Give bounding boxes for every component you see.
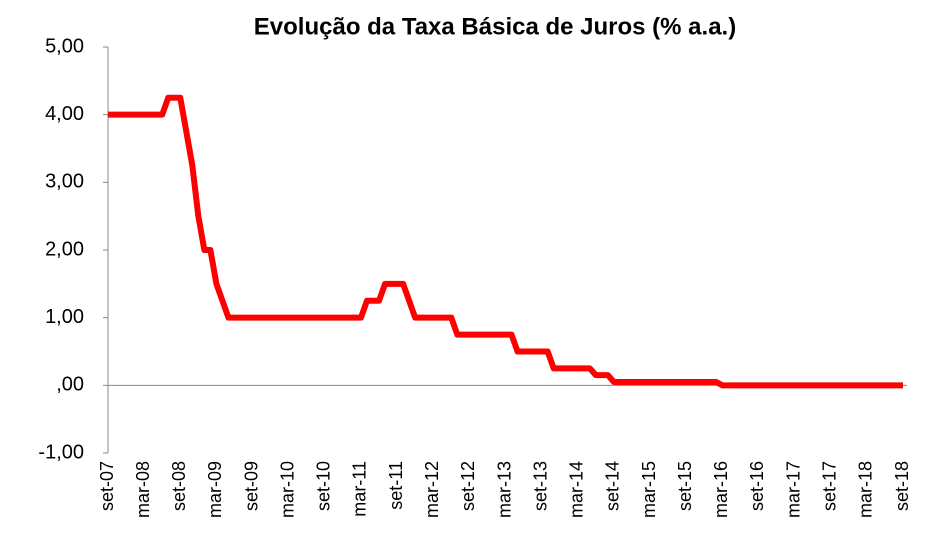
y-tick-label: 4,00 <box>45 103 84 125</box>
x-tick-label: set-09 <box>241 461 261 511</box>
x-tick-label: set-07 <box>97 461 117 511</box>
x-tick-label: set-14 <box>603 461 623 511</box>
x-tick-label: mar-15 <box>639 461 659 518</box>
x-tick-label: mar-11 <box>350 461 370 517</box>
x-tick-label: mar-08 <box>133 461 153 518</box>
x-tick-label: set-11 <box>386 461 406 510</box>
y-tick-label: ,00 <box>56 374 84 396</box>
x-tick-label: set-12 <box>458 461 478 511</box>
x-tick-label: mar-18 <box>856 461 876 518</box>
x-tick-label: set-18 <box>892 461 912 511</box>
y-tick-label: 3,00 <box>45 171 84 193</box>
x-tick-label: mar-09 <box>205 461 225 518</box>
y-tick-label: 1,00 <box>45 306 84 328</box>
x-tick-label: set-08 <box>169 461 189 511</box>
x-tick-label: mar-13 <box>494 461 514 518</box>
x-tick-label: mar-12 <box>422 461 442 518</box>
y-tick-label: -1,00 <box>38 441 84 463</box>
x-tick-label: mar-14 <box>567 461 587 518</box>
data-line <box>108 94 903 389</box>
y-tick-label: 2,00 <box>45 238 84 260</box>
x-tick-label: set-13 <box>530 461 550 511</box>
chart-title: Evolução da Taxa Básica de Juros (% a.a.… <box>254 13 736 40</box>
x-tick-label: mar-17 <box>783 461 803 518</box>
x-tick-label: set-15 <box>675 461 695 511</box>
y-tick-label: 5,00 <box>45 35 84 57</box>
x-tick-label: mar-10 <box>277 461 297 518</box>
x-tick-label: set-16 <box>747 461 767 511</box>
x-tick-label: set-17 <box>819 461 839 511</box>
x-tick-label: set-10 <box>314 461 334 511</box>
x-tick-label: mar-16 <box>711 461 731 518</box>
